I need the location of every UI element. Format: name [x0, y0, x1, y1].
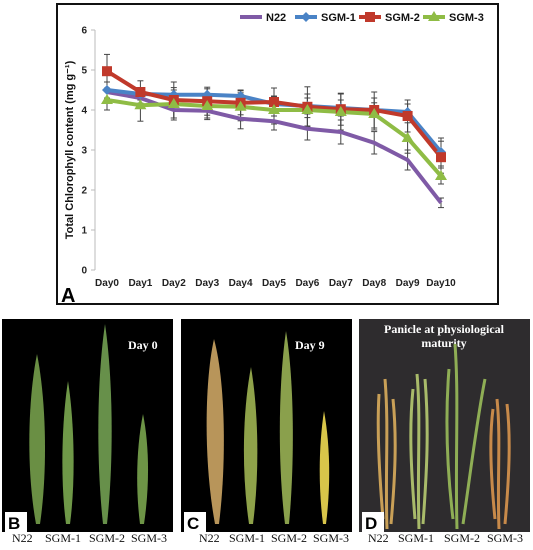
data-point-sgm-3: [268, 104, 280, 114]
panel-label-d: D: [365, 514, 377, 532]
leaf-sgm2: [279, 331, 293, 524]
legend-marker: [301, 12, 311, 22]
y-tick-label: 6: [81, 26, 87, 37]
data-point-sgm-3: [134, 99, 147, 110]
data-point-sgm-1: [102, 85, 112, 95]
legend-label: SGM-3: [449, 12, 484, 24]
data-point-sgm-2: [436, 152, 446, 163]
data-point-sgm-3: [334, 106, 347, 116]
panicle-sgm1: [409, 373, 429, 530]
panel-label-b: B: [8, 514, 20, 532]
data-point-sgm-2: [402, 111, 413, 121]
legend-marker: [365, 12, 375, 22]
x-tick-label: Day10: [426, 278, 456, 289]
leaf-sgm1: [62, 381, 74, 524]
y-tick-label: 5: [81, 66, 87, 77]
y-tick-label: 4: [81, 106, 87, 117]
x-tick-label: Day1: [128, 278, 152, 289]
y-axis-label: Total Chlorophyll content (mg g⁻¹): [64, 60, 76, 239]
x-tick-label: Day7: [329, 278, 353, 289]
data-point-sgm-3: [101, 94, 113, 104]
y-tick-label: 1: [81, 226, 87, 237]
x-tick-label: Day3: [195, 278, 219, 289]
panicle-sgm2: [445, 343, 487, 530]
caption-sgm2: SGM-2: [444, 531, 481, 545]
photo-title: Day 0: [128, 338, 158, 352]
leaf-n22: [206, 339, 224, 524]
caption-n22: N22: [199, 531, 220, 545]
leaf-sgm3: [319, 411, 330, 524]
photo-panel-day0: Day 0 B: [2, 319, 173, 532]
caption-sgm2: SGM-2: [89, 531, 126, 545]
photo-panel-day9: Day 9 C: [181, 319, 352, 532]
y-tick-label: 2: [81, 186, 87, 197]
x-tick-label: Day6: [295, 278, 319, 289]
caption-sgm3: SGM-3: [313, 531, 350, 545]
data-point-sgm-2: [135, 87, 146, 97]
x-tick-label: Day5: [262, 278, 286, 289]
x-tick-label: Day2: [162, 278, 186, 289]
leaf-sgm2: [98, 324, 112, 524]
data-point-sgm-3: [301, 104, 314, 114]
panicle-sgm3: [489, 398, 511, 530]
data-point-sgm-2: [102, 66, 112, 77]
x-tick-label: Day8: [362, 278, 386, 289]
data-point-sgm-3: [368, 108, 381, 118]
data-point-sgm-2: [269, 97, 279, 107]
chart-panel: 0 1 2 3 4 5 6 Total Chlorophyll content (mg g⁻¹…: [56, 3, 499, 307]
data-point-sgm-3: [435, 170, 447, 180]
legend-marker: [428, 11, 440, 21]
leaf-sgm1: [243, 367, 258, 524]
caption-sgm2: SGM-2: [271, 531, 308, 545]
legend-label: N22: [266, 12, 286, 24]
legend-label: SGM-1: [321, 12, 356, 24]
panel-label-c: C: [187, 514, 199, 532]
photo-title-line1: Panicle at physiological: [384, 322, 505, 336]
x-tick-label: Day9: [396, 278, 420, 289]
leaf-n22: [29, 354, 46, 524]
chlorophyll-line-chart: 0 1 2 3 4 5 6 Total Chlorophyll content (mg g⁻¹…: [61, 11, 484, 307]
panicle-n22: [376, 378, 397, 530]
panel-label-a: A: [61, 285, 75, 307]
photo-title-line2: maturity: [421, 336, 466, 350]
x-tick-label: Day4: [229, 278, 253, 289]
data-point-sgm-3: [201, 100, 214, 110]
caption-sgm1: SGM-1: [398, 531, 435, 545]
data-point-sgm-3: [401, 132, 414, 142]
photo-title: Day 9: [295, 338, 325, 352]
legend-label: SGM-2: [385, 12, 420, 24]
caption-n22: N22: [368, 531, 389, 545]
y-tick-label: 3: [81, 146, 87, 157]
caption-sgm1: SGM-1: [45, 531, 82, 545]
leaf-sgm3: [137, 414, 149, 524]
caption-n22: N22: [12, 531, 33, 545]
photo-panel-panicle: Panicle at physiological maturity D: [359, 319, 530, 532]
data-point-sgm-3: [167, 98, 180, 108]
x-tick-label: Day0: [95, 278, 119, 289]
caption-sgm3: SGM-3: [131, 531, 168, 545]
caption-sgm3: SGM-3: [487, 531, 524, 545]
y-tick-label: 0: [81, 266, 87, 277]
data-point-sgm-3: [234, 100, 247, 111]
caption-sgm1: SGM-1: [229, 531, 266, 545]
